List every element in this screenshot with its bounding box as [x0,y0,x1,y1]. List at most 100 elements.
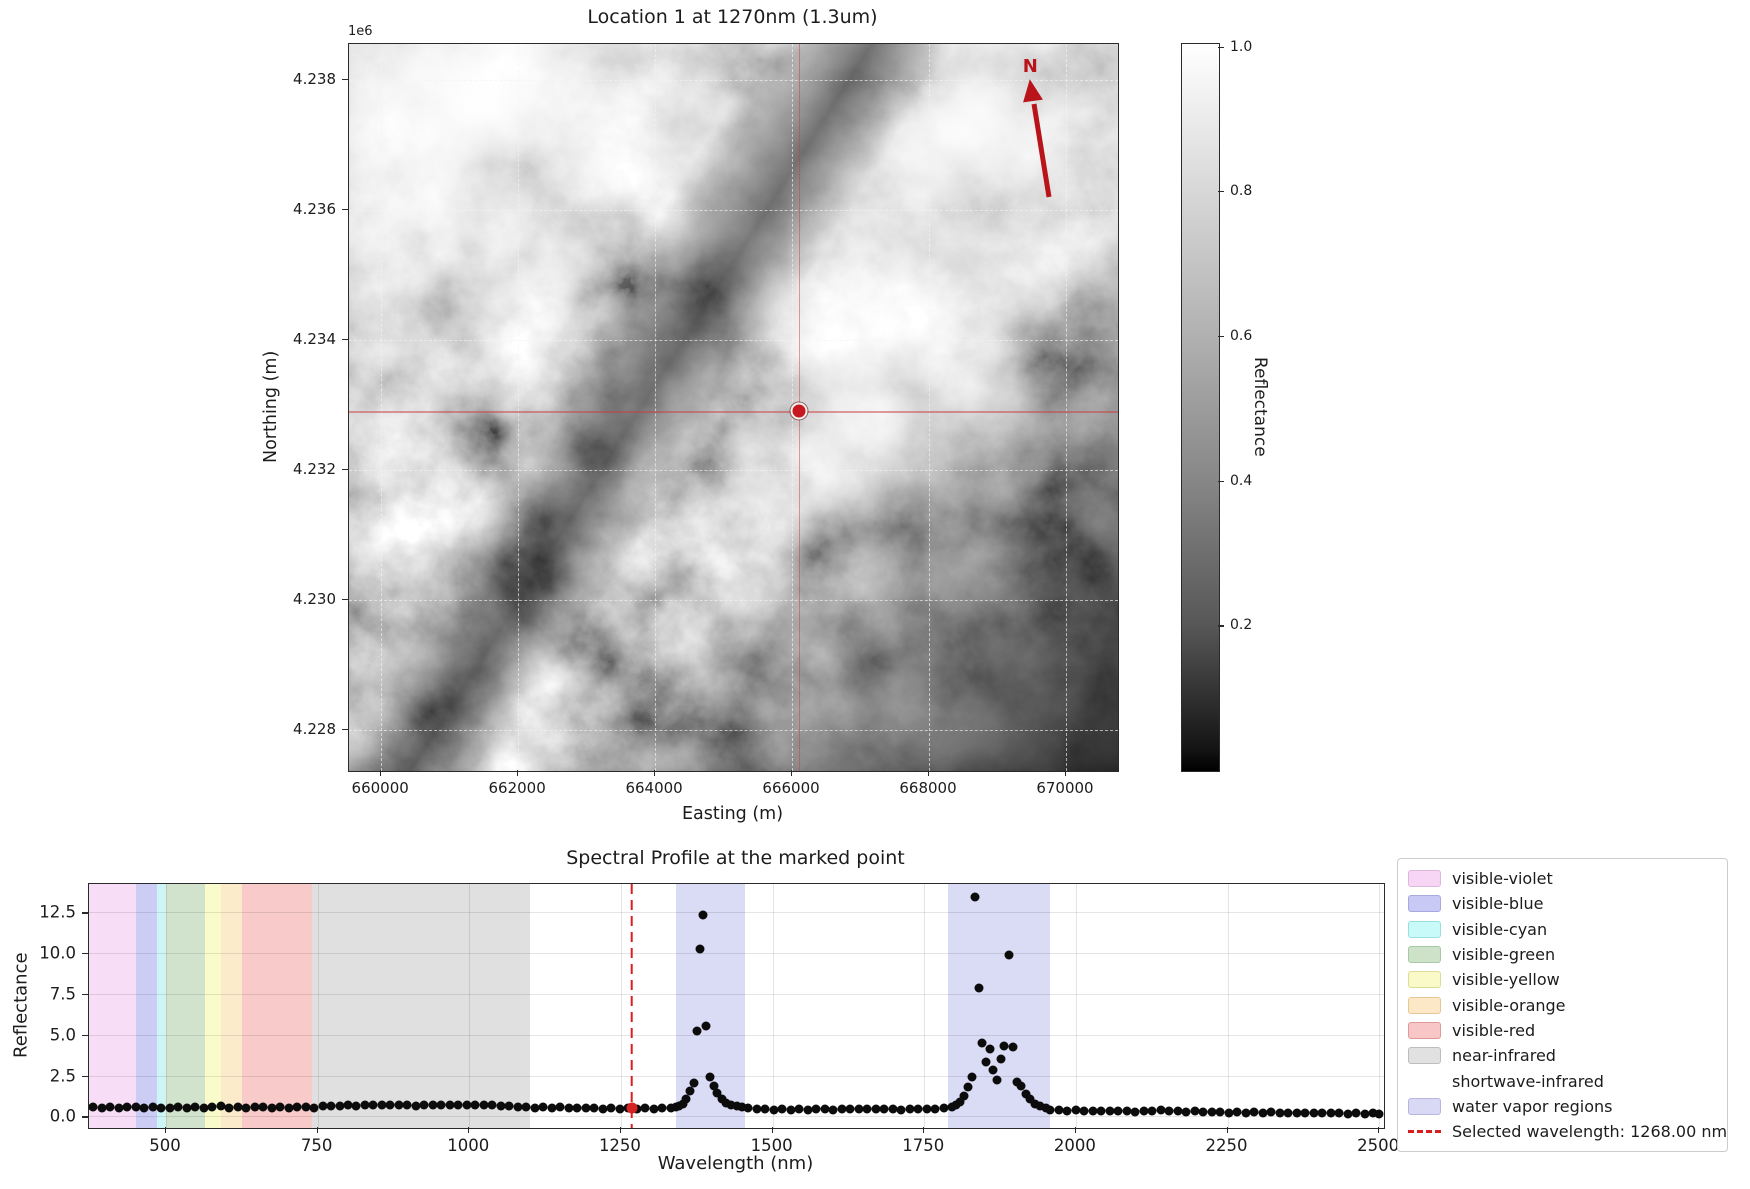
spectral-point [959,1091,969,1101]
spectral-point [1190,1106,1200,1116]
legend-swatch [1408,1021,1441,1039]
spectral-point [786,1105,796,1115]
spectral-point [732,1101,742,1111]
spectral-point [207,1102,217,1112]
spectral-gridline-vertical [924,884,926,1128]
map-x-tick-mark [1064,770,1067,776]
spectral-band-visible-orange [220,884,242,1128]
spectral-point [1207,1107,1217,1117]
colorbar-tick-label: 0.4 [1230,472,1253,489]
spectral-point [837,1104,847,1114]
map-x-tick-label: 668000 [899,779,957,797]
map-plot-area[interactable]: N [348,43,1119,772]
spectral-point [955,1097,965,1107]
selected-wavelength-point[interactable] [626,1102,638,1114]
spectral-gridline-vertical [317,884,319,1128]
legend-swatch [1408,870,1441,888]
legend-item: visible-yellow [1408,967,1727,992]
legend-item: visible-violet [1408,866,1727,891]
spectral-point [436,1100,446,1110]
spectral-point [224,1103,234,1113]
spectral-x-tick-mark [771,1127,773,1133]
spectral-point [981,1057,991,1067]
legend-item: shortwave-infrared [1408,1068,1727,1093]
map-y-tick-mark [342,208,348,210]
map-y-tick-mark [342,338,348,340]
spectral-point [1351,1108,1361,1118]
spectral-point [199,1103,209,1113]
spectral-point [977,1038,987,1048]
spectral-x-tick-label: 1750 [902,1136,945,1155]
selected-wavelength-line[interactable] [630,884,634,1128]
marked-point[interactable] [790,402,808,420]
spectral-point [640,1103,650,1113]
spectral-point [428,1100,438,1110]
spectral-x-tick-label: 2000 [1053,1136,1096,1155]
spectral-gridline-horizontal [89,1116,1384,1118]
spectral-x-tick-label: 1000 [447,1136,490,1155]
spectral-gridline-horizontal [89,912,1384,914]
spectral-point [581,1103,591,1113]
spectral-point [1164,1106,1174,1116]
spectral-x-axis-label: Wavelength (nm) [657,1153,814,1174]
legend-swatch [1408,895,1441,913]
spectral-point [930,1104,940,1114]
map-x-axis-label: Easting (m) [681,804,784,824]
spectral-point [1139,1106,1149,1116]
legend-item: Selected wavelength: 1268.00 nm [1408,1119,1727,1144]
map-gridline-horizontal [349,79,1118,81]
spectral-point [1004,950,1014,960]
legend-label: visible-red [1452,1020,1536,1040]
spectral-point [114,1103,124,1113]
legend-item: visible-red [1408,1018,1727,1043]
spectral-point [1317,1108,1327,1118]
spectral-point [988,1065,998,1075]
spectral-point [1283,1108,1293,1117]
spectral-point [1300,1108,1310,1118]
spectral-point [888,1104,898,1114]
colorbar [1181,43,1220,772]
spectral-point [698,910,708,920]
colorbar-tick-mark [1218,625,1224,627]
map-y-tick-label: 4.232 [293,459,336,478]
spectral-gridline-vertical [166,884,168,1128]
spectral-point [967,1072,977,1082]
spectral-point [377,1100,387,1110]
spectral-point [1343,1109,1353,1119]
spectral-plot-area[interactable] [88,883,1385,1129]
spectral-point [1241,1108,1251,1118]
spectral-gridline-vertical [1379,884,1381,1128]
spectral-point [1266,1107,1276,1117]
spectral-point [803,1105,813,1115]
spectral-point [258,1102,268,1112]
legend-label: water vapor regions [1452,1096,1613,1116]
spectral-x-tick-mark [165,1127,167,1133]
legend-item: visible-orange [1408,992,1727,1017]
spectral-gridline-horizontal [89,1075,1384,1077]
spectral-band-visible-yellow [205,884,221,1128]
spectral-point [999,1041,1009,1051]
map-x-tick-label: 660000 [351,779,409,797]
spectral-point [1016,1081,1026,1091]
spectral-point [182,1103,192,1113]
spectral-y-tick-label: 10.0 [39,943,76,963]
spectral-point [419,1100,429,1110]
spectral-x-tick-label: 1250 [598,1136,641,1155]
spectral-point [666,1103,676,1113]
spectral-point [1249,1107,1259,1117]
spectral-point [1215,1107,1225,1117]
legend-swatch [1408,996,1441,1014]
spectral-point [871,1104,881,1114]
spectral-point [1292,1108,1302,1118]
legend-dashed-line-swatch [1408,1130,1441,1134]
colorbar-tick-label: 1.0 [1230,38,1253,55]
map-x-tick-label: 670000 [1036,779,1094,797]
spectral-point [335,1101,344,1111]
spectral-point [985,1044,995,1054]
spectral-point [326,1101,336,1111]
map-x-tick-mark [380,770,382,776]
spectral-point [513,1102,523,1112]
colorbar-tick-mark [1218,335,1224,338]
map-x-tick-mark [928,770,930,776]
spectral-point [89,1102,98,1112]
